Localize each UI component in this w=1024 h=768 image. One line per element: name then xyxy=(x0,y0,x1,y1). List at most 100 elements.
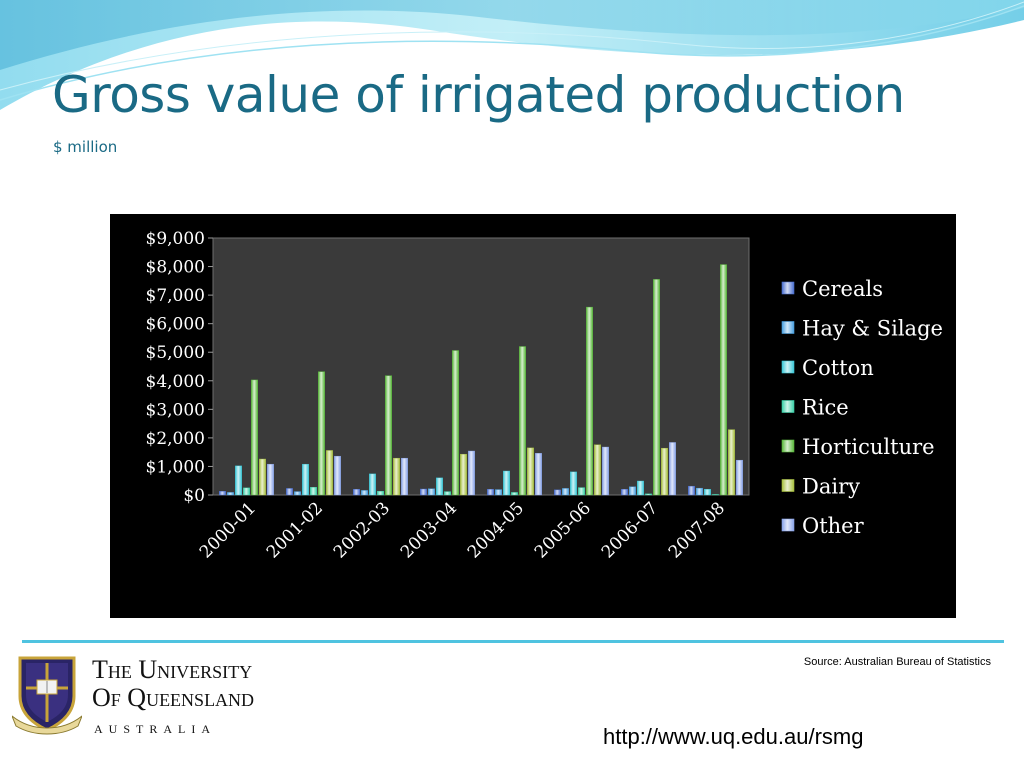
bar-rice-2007-08 xyxy=(712,494,719,496)
bar-other-2003-04 xyxy=(468,450,475,496)
bar-cotton-2003-04 xyxy=(436,477,443,496)
y-axis: $0 $1,000 $2,000 $3,000 $4,000 $5,000 $6,000 $7… xyxy=(146,229,213,506)
bar-dairy-2001-02 xyxy=(326,450,333,496)
bar-other-2007-08 xyxy=(736,459,743,496)
chart-panel: $0 $1,000 $2,000 $3,000 $4,000 $5,000 $6,000 $7… xyxy=(110,214,956,618)
legend-label: Rice xyxy=(802,396,849,420)
bar-other-2002-03 xyxy=(401,457,408,496)
bar-cereals-2004-05 xyxy=(487,489,494,496)
bar-hay-silage-2001-02 xyxy=(294,491,301,496)
bar-horticulture-2002-03 xyxy=(385,375,392,496)
university-name-line2: Of Queensland xyxy=(92,683,255,712)
plot-area xyxy=(212,237,750,496)
bar-cotton-2002-03 xyxy=(369,473,376,496)
bar-rice-2006-07 xyxy=(645,493,652,496)
bar-other-2006-07 xyxy=(669,442,676,496)
footer-divider xyxy=(22,640,1004,643)
y-tick-label: $2,000 xyxy=(146,429,205,449)
y-tick-label: $5,000 xyxy=(146,343,205,363)
bar-horticulture-2006-07 xyxy=(653,279,660,496)
y-tick-label: $1,000 xyxy=(146,457,205,477)
legend-swatch xyxy=(781,439,795,453)
legend-label: Horticulture xyxy=(802,435,935,459)
legend-swatch xyxy=(781,321,795,334)
y-tick-label: $0 xyxy=(183,486,205,506)
bar-dairy-2007-08 xyxy=(728,429,735,496)
bar-cotton-2007-08 xyxy=(704,489,711,496)
x-tick-label: 2004-05 xyxy=(464,498,528,562)
bar-other-2001-02 xyxy=(334,455,341,496)
bar-dairy-2006-07 xyxy=(661,447,668,496)
bar-dairy-2002-03 xyxy=(393,457,400,496)
bar-cereals-2001-02 xyxy=(286,488,293,496)
bar-dairy-2005-06 xyxy=(594,444,601,496)
slide-title: Gross value of irrigated production xyxy=(52,66,905,124)
bar-cereals-2003-04 xyxy=(420,488,427,496)
university-country: AUSTRALIA xyxy=(94,722,216,736)
legend-swatch xyxy=(781,518,795,532)
bar-dairy-2004-05 xyxy=(527,447,534,496)
legend-label: Dairy xyxy=(802,475,860,499)
bar-chart: $0 $1,000 $2,000 $3,000 $4,000 $5,000 $6,000 $7… xyxy=(146,229,943,562)
bar-horticulture-2007-08 xyxy=(720,264,727,496)
legend-label: Cotton xyxy=(802,356,874,380)
bar-horticulture-2005-06 xyxy=(586,306,593,496)
bar-rice-2001-02 xyxy=(310,487,317,496)
x-tick-label: 2002-03 xyxy=(330,498,394,562)
bar-dairy-2003-04 xyxy=(460,453,467,496)
bar-hay-silage-2006-07 xyxy=(629,486,636,496)
bar-dairy-2000-01 xyxy=(259,458,266,496)
bar-other-2004-05 xyxy=(535,453,542,496)
university-name-line1: The University xyxy=(92,655,253,684)
bar-cereals-2005-06 xyxy=(554,489,561,496)
bar-other-2005-06 xyxy=(602,446,609,496)
bar-rice-2004-05 xyxy=(511,492,518,496)
bar-horticulture-2000-01 xyxy=(251,379,258,496)
university-crest-icon xyxy=(12,656,82,735)
bar-rice-2005-06 xyxy=(578,487,585,496)
bar-cereals-2007-08 xyxy=(688,485,695,496)
y-tick-label: $9,000 xyxy=(146,229,205,249)
decorative-waves xyxy=(0,0,1024,110)
legend-swatch xyxy=(781,281,795,295)
bar-cotton-2006-07 xyxy=(637,480,644,496)
bar-cotton-2005-06 xyxy=(570,471,577,496)
bar-hay-silage-2005-06 xyxy=(562,488,569,496)
x-tick-label: 2001-02 xyxy=(263,498,327,562)
bar-rice-2002-03 xyxy=(377,491,384,496)
legend-swatch xyxy=(781,479,795,492)
y-tick-label: $8,000 xyxy=(146,258,205,278)
bar-cereals-2006-07 xyxy=(621,489,628,496)
bar-hay-silage-2000-01 xyxy=(227,492,234,496)
bar-hay-silage-2004-05 xyxy=(495,489,502,496)
bar-horticulture-2004-05 xyxy=(519,346,526,496)
bar-other-2000-01 xyxy=(267,463,274,496)
x-tick-label: 2000-01 xyxy=(196,498,260,562)
y-tick-label: $4,000 xyxy=(146,372,205,392)
x-tick-label: 2003-04 xyxy=(397,498,461,562)
y-tick-label: $7,000 xyxy=(146,286,205,306)
bar-cotton-2001-02 xyxy=(302,463,309,496)
university-name: The University Of Queensland xyxy=(92,656,254,712)
legend: Cereals Hay & Silage Cotton Rice Horticultur… xyxy=(781,277,943,538)
slide-subtitle: $ million xyxy=(53,138,118,156)
bar-horticulture-2001-02 xyxy=(318,371,325,496)
legend-label: Hay & Silage xyxy=(802,317,943,341)
legend-swatch xyxy=(781,400,795,413)
bar-rice-2003-04 xyxy=(444,491,451,496)
x-axis: 2000-01 2001-02 2002-03 2003-04 2004-05 2005-… xyxy=(196,498,729,562)
bar-rice-2000-01 xyxy=(243,487,250,496)
bar-horticulture-2003-04 xyxy=(452,350,459,496)
bar-cotton-2000-01 xyxy=(235,465,242,496)
source-note: Source: Australian Bureau of Statistics xyxy=(803,656,991,668)
x-tick-label: 2005-06 xyxy=(531,498,595,562)
bar-cereals-2002-03 xyxy=(353,489,360,496)
y-tick-label: $3,000 xyxy=(146,400,205,420)
footer-url[interactable]: http://www.uq.edu.au/rsmg xyxy=(603,724,864,749)
x-tick-label: 2006-07 xyxy=(598,498,662,562)
bar-cereals-2000-01 xyxy=(219,491,226,496)
bar-cotton-2004-05 xyxy=(503,470,510,496)
bar-hay-silage-2003-04 xyxy=(428,488,435,496)
bars-layer xyxy=(219,264,743,496)
bar-hay-silage-2002-03 xyxy=(361,490,368,496)
